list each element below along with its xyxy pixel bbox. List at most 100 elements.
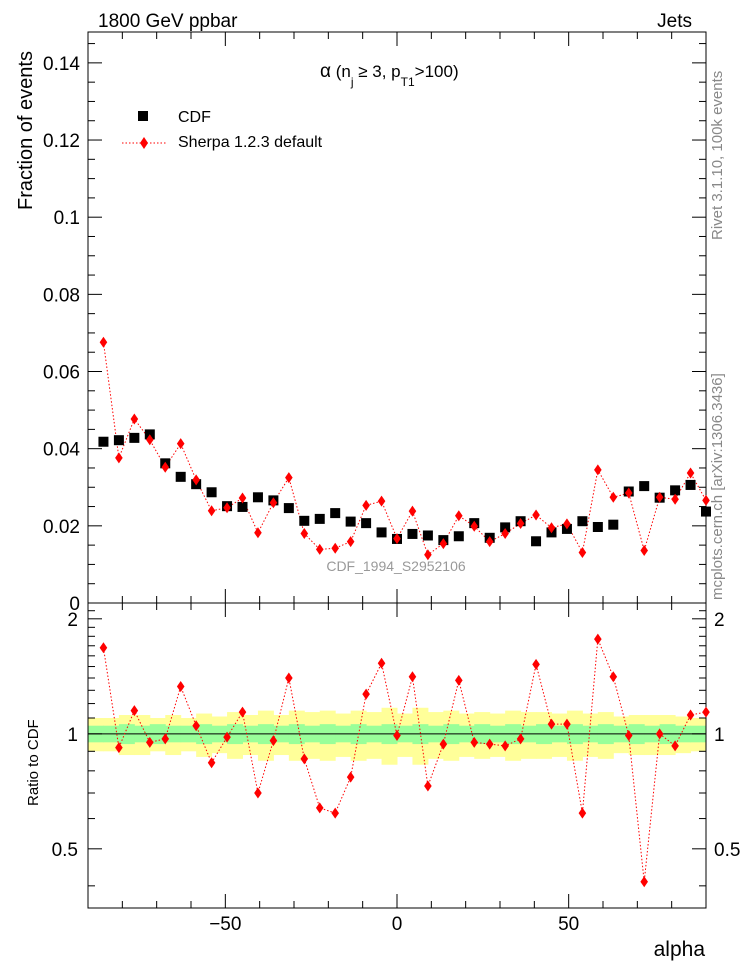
sherpa-point [192,474,200,486]
sherpa-point [130,413,139,425]
legend-sherpa-marker [140,137,148,149]
sherpa-point [285,472,293,484]
sherpa-point [686,467,695,479]
sherpa-point [501,528,509,540]
cdf-point [500,522,511,533]
xlabel: alpha [654,938,706,961]
sherpa-point [594,464,602,476]
ratio-ylabel: Ratio to CDF [25,719,42,806]
cdf-point [639,481,650,492]
cdf-point [175,471,186,482]
ratio-point [315,802,324,814]
header-left: 1800 GeV ppbar [98,11,238,32]
ratio-point [331,807,339,819]
ratio-point [686,709,695,721]
sherpa-point [485,536,494,548]
mcplots-label: mcplots.cern.ch [arXiv:1306.3436] [709,373,726,600]
cdf-point [376,527,387,538]
cdf-point [206,487,217,498]
legend-cdf-label: CDF [178,109,211,126]
ratio-ytick-label-right: 2 [714,610,725,631]
main-ytick-label: 0.14 [43,54,80,75]
sherpa-point [439,538,448,550]
ratio-ytick-label-right: 0.5 [714,840,740,861]
sherpa-point [176,438,185,450]
ratio-point [563,718,571,730]
cdf-point [685,479,696,490]
sherpa-point [655,491,664,503]
ratio-ytick-label: 1 [67,725,78,746]
cdf-point [314,513,325,524]
main-ytick-label: 0.1 [54,208,80,229]
ratio-point [671,740,679,752]
title-open: (n [331,62,351,81]
sherpa-point [516,518,525,530]
sherpa-point [393,533,401,545]
ratio-point [455,674,463,686]
sherpa-point [578,546,587,558]
ratio-point [393,729,401,741]
sherpa-point [609,491,618,503]
cdf-point [330,508,341,519]
main-ytick-label: 0.06 [43,363,80,384]
ratio-point [424,780,432,792]
ratio-point [285,672,293,684]
title-sub-j: j [350,75,354,89]
main-ytick-label: 0.12 [43,131,80,152]
sherpa-point [207,505,216,517]
ratio-point [176,681,185,693]
ratio-ytick-label: 0.5 [52,840,78,861]
ratio-point [501,740,509,752]
cdf-point [531,536,542,547]
ratio-point [609,671,618,683]
legend-sherpa-label: Sherpa 1.2.3 default [178,134,323,151]
ratio-point [223,731,231,743]
main-ytick-label: 0.02 [43,517,80,538]
ratio-xtick-label: −50 [209,914,241,935]
ratio-point [300,753,309,765]
plot-title: α (nj ≥ 3, pT1>100) [320,61,459,89]
title-sub-t: T1 [401,75,415,89]
title-alpha: α [320,61,331,82]
sherpa-point [161,461,170,473]
cdf-point [407,528,418,539]
ratio-point [439,738,448,750]
cdf-point [577,516,588,527]
legend: CDF Sherpa 1.2.3 default [122,109,323,151]
main-ytick-label: 0.08 [43,285,80,306]
ratio-point [594,633,602,645]
sherpa-point [346,536,355,548]
cdf-point [361,518,372,529]
main-marks [98,336,711,561]
ratio-ytick-label-right: 1 [714,725,725,746]
sherpa-point [671,493,679,505]
cdf-point [237,501,248,512]
sherpa-point [331,542,339,554]
main-ytick-label: 0 [69,594,80,615]
cdf-point [345,516,356,527]
title-ge: ≥ 3, p [354,62,401,81]
ratio-point [470,736,479,748]
sherpa-point [146,434,154,446]
ratio-point [99,642,108,654]
sherpa-point [238,492,247,504]
ratio-axes: 0.5 0.5 1 1 2 2 −50 0 50 [52,602,740,935]
cdf-point [299,515,310,526]
sherpa-point [377,495,386,507]
ratio-point [207,757,216,769]
ratio-bands [88,707,707,765]
sherpa-point [563,518,571,530]
ratio-point [516,733,525,745]
ratio-line [102,638,707,882]
rivet-label: Rivet 3.1.10, 100k events [709,71,726,240]
ratio-point [115,742,123,754]
cdf-point [98,436,109,447]
sherpa-point [315,543,324,555]
ratio-point [655,728,664,740]
ratio-xtick-label: 50 [558,914,579,935]
ratio-point [702,706,710,718]
cdf-point [608,519,619,530]
sherpa-point [408,505,417,517]
sherpa-point [470,520,479,532]
